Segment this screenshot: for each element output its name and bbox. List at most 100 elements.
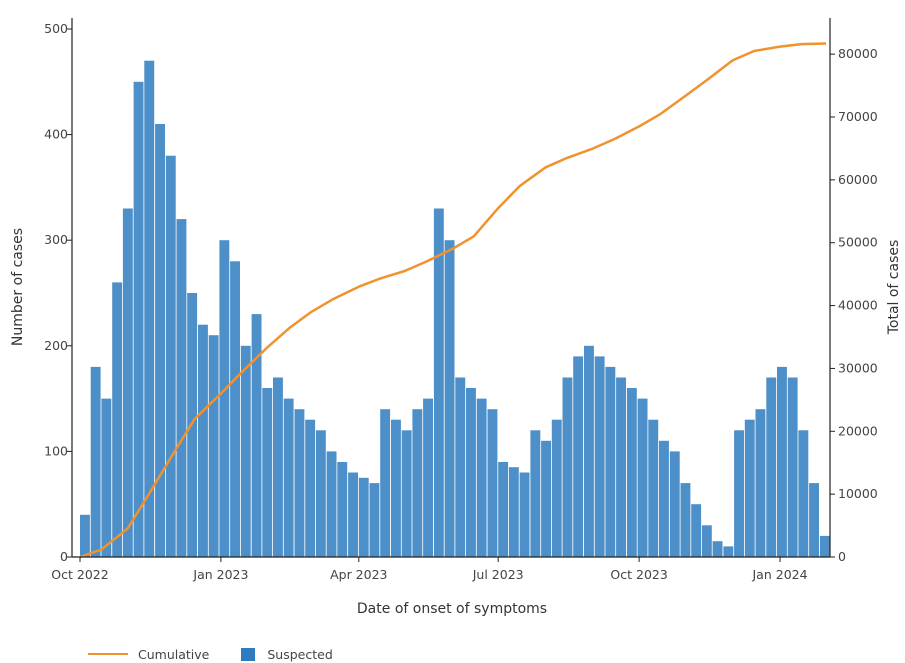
bar-suspected [283,398,294,557]
x-ticks: Oct 2022 Jan 2023 Apr 2023 Jul 2023 Oct 2023… [51,557,808,582]
legend: Cumulative Suspected [88,645,365,663]
bar-suspected [208,335,219,557]
bar-suspected [712,541,723,557]
bar-suspected [562,377,573,557]
bar-suspected [101,398,112,557]
x-axis-title: Date of onset of symptoms [357,601,547,617]
bar-suspected [337,462,348,557]
legend-label-suspected: Suspected [267,646,333,662]
bar-suspected [766,377,777,557]
bar-suspected [734,430,744,557]
bar-suspected [423,398,433,557]
bar-suspected [326,451,337,557]
bar-suspected [348,472,358,557]
bar-suspected [401,430,412,557]
bar-suspected [176,219,187,557]
bar-suspected [433,208,444,557]
bar-suspected [273,377,283,557]
right-tick-label: 60000 [838,172,878,187]
bar-suspected [219,240,230,557]
bar-suspected [305,419,316,557]
x-tick-label: Oct 2022 [51,567,108,582]
bar-suspected [476,398,487,557]
bar-suspected [798,430,809,557]
bar-suspected [251,314,262,557]
right-tick-label: 0 [838,549,846,564]
bar-suspected [487,409,498,557]
bar-suspected [669,451,680,557]
legend-item-suspected: Suspected [241,646,333,662]
right-tick-label: 70000 [838,109,878,124]
bar-suspected [122,208,133,557]
cumulative-line [79,42,827,559]
bar-suspected [380,409,391,557]
bar-suspected [659,440,669,557]
bar-suspected [144,60,155,557]
right-tick-label: 20000 [838,423,878,438]
cumulative-swatch [88,653,128,655]
bar-suspected [680,483,691,557]
left-tick-label: 200 [44,338,68,353]
suspected-swatch [241,647,256,661]
y-axis-right-title: Total of cases [886,240,902,336]
bar-suspected [584,345,594,557]
bar-suspected [294,409,305,557]
bar-suspected [112,282,123,557]
right-tick-label: 40000 [838,298,878,313]
bar-suspected [594,356,605,557]
y-axis-left-title: Number of cases [10,228,26,346]
right-tick-label: 80000 [838,46,878,61]
bar-suspected [80,514,90,557]
bar-suspected [315,430,326,557]
right-tick-label: 10000 [838,486,878,501]
bar-suspected [262,388,273,557]
bar-suspected [498,462,509,557]
legend-label-cumulative: Cumulative [138,646,210,662]
chart: 0 100 200 300 400 500 0 10000 20000 30000 40000 50… [10,18,902,617]
legend-item-cumulative: Cumulative [88,647,209,662]
bar-suspected [530,430,541,557]
bar-suspected [648,419,659,557]
bar-suspected [358,477,369,557]
bar-suspected [819,535,830,557]
bar-suspected [777,366,787,557]
bar-suspected [701,525,712,557]
bar-suspected [412,409,423,557]
x-tick-label: Oct 2023 [610,567,667,582]
bar-suspected [519,472,530,557]
right-tick-label: 30000 [838,360,878,375]
bar-suspected [541,440,551,557]
bar-suspected [637,398,648,557]
bar-suspected [723,546,734,557]
bar-suspected [240,345,251,557]
bars [80,60,830,558]
bar-suspected [369,483,380,557]
right-tick-label: 50000 [838,235,878,250]
bar-suspected [626,388,637,557]
bar-suspected [155,124,165,557]
right-ticks: 0 10000 20000 30000 40000 50000 60000 70000 8000… [830,46,878,564]
bar-suspected [744,419,755,557]
x-tick-label: Jan 2023 [192,567,248,582]
bar-suspected [466,388,476,557]
left-tick-label: 100 [44,443,68,458]
bar-suspected [198,324,208,557]
bar-suspected [787,377,798,557]
x-tick-label: Jul 2023 [472,567,524,582]
bar-suspected [455,377,466,557]
bar-suspected [90,366,101,557]
bar-suspected [605,366,616,557]
left-tick-label: 400 [44,127,68,142]
bar-suspected [508,467,519,557]
left-tick-label: 300 [44,232,68,247]
x-tick-label: Jan 2024 [752,567,808,582]
bar-suspected [133,81,144,558]
bar-suspected [444,240,455,557]
bar-suspected [691,504,702,557]
bar-suspected [573,356,584,557]
left-ticks: 0 100 200 300 400 500 [44,21,72,564]
bar-suspected [809,483,819,557]
left-tick-label: 500 [44,21,68,36]
bar-suspected [165,155,176,557]
bar-suspected [755,409,766,557]
